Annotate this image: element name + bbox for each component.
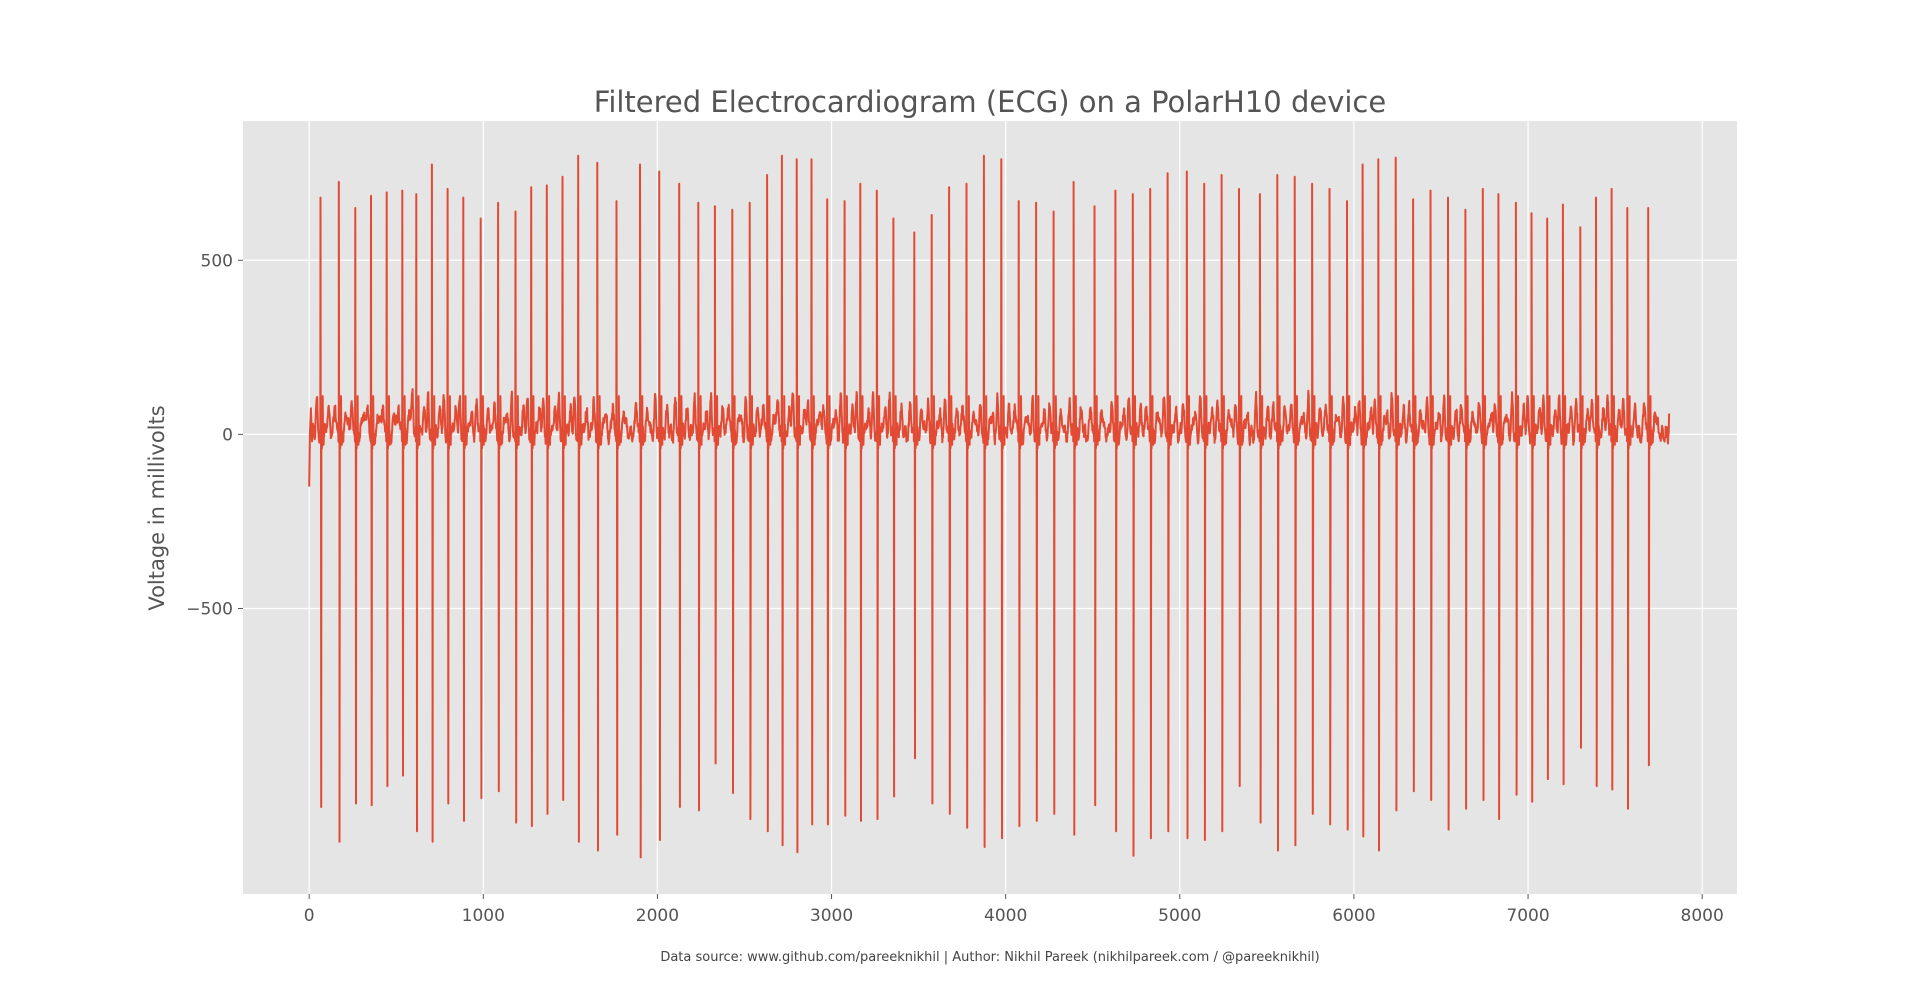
y-axis-ticks: −500 0 500: [186, 251, 243, 619]
y-tick-label: 0: [222, 425, 233, 445]
x-tick-label: 4000: [984, 906, 1027, 926]
x-tick-label: 6000: [1332, 906, 1375, 926]
x-axis-ticks: 0 1000 2000 3000 4000 5000 6000 7000 8000: [304, 894, 1724, 926]
chart-title: Filtered Electrocardiogram (ECG) on a Po…: [594, 85, 1386, 119]
y-tick-label: −500: [186, 599, 233, 619]
data-source-caption: Data source: www.github.com/pareeknikhil…: [660, 950, 1319, 965]
y-tick-label: 500: [201, 251, 233, 271]
x-tick-label: 2000: [636, 906, 679, 926]
series-layer: [308, 154, 1671, 859]
grid-lines: [243, 121, 1737, 894]
x-tick-label: 3000: [810, 906, 853, 926]
y-axis-label: Voltage in millivolts: [145, 405, 169, 610]
x-tick-label: 1000: [462, 906, 505, 926]
ecg-series-line: [308, 154, 1671, 859]
x-tick-label: 7000: [1506, 906, 1549, 926]
x-tick-label: 5000: [1158, 906, 1201, 926]
x-tick-label: 8000: [1681, 906, 1724, 926]
plot-area-background: [243, 121, 1737, 894]
x-tick-label: 0: [304, 906, 315, 926]
